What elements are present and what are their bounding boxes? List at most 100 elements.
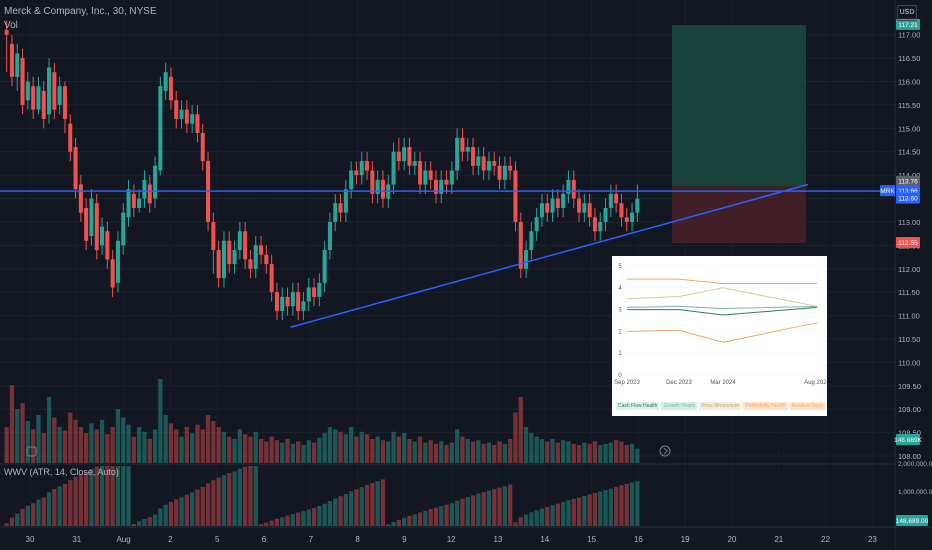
wwv-bar [301, 511, 306, 526]
price-axis[interactable]: 117.00 116.50 116.00 115.50 115.00 114.50 114.… [898, 31, 921, 461]
volume-bar [4, 427, 9, 463]
wwv-bar [439, 506, 444, 526]
volume-bar [264, 441, 269, 463]
currency-badge[interactable]: USD [897, 5, 917, 21]
wwv-bar [306, 509, 311, 526]
candle-body [47, 67, 52, 115]
time-axis[interactable]: 30 31 Aug 2 5 6 7 8 9 12 13 14 15 16 19 20 21 22 23 [26, 535, 878, 544]
wwv-bar [68, 480, 73, 526]
wwv-bar [227, 473, 232, 526]
candle-body [354, 170, 359, 176]
chart-title[interactable]: Merck & Company, Inc., 30, NYSE [4, 6, 157, 17]
volume-bar [94, 429, 99, 463]
volume-bar [195, 424, 200, 463]
wwv-bar [417, 512, 423, 526]
volume-bar [78, 427, 83, 463]
wwv-bar [89, 468, 94, 526]
wwv-bar [433, 507, 439, 526]
volume-bar [476, 440, 481, 463]
wwv-bar [52, 489, 57, 526]
inset-x-tick: Mar 2024 [710, 380, 736, 386]
price-tick-label: 108.00 [898, 452, 921, 461]
indicator-label[interactable]: WWV (ATR, 14, Close, Auto) [4, 467, 119, 477]
wwv-bar [391, 522, 396, 526]
candle-body [190, 114, 195, 124]
wwv-bar [84, 471, 89, 526]
volume-bar [99, 419, 105, 463]
volume-bar [243, 434, 248, 463]
volume-bar [205, 415, 211, 463]
volume-label[interactable]: Vol [4, 20, 18, 31]
candle-body [471, 147, 476, 166]
candle-body [137, 198, 142, 208]
candle-body [465, 147, 470, 152]
volume-bar [311, 442, 317, 463]
wwv-bar [555, 503, 560, 526]
volume-bar [391, 431, 396, 463]
volume-bar [290, 443, 295, 463]
wwv-bar [603, 490, 608, 526]
candle-body [312, 287, 317, 297]
volume-bar [121, 417, 126, 463]
candle-body [168, 76, 173, 101]
candle-body [184, 109, 189, 124]
volume-bar [280, 442, 285, 463]
wwv-bar [407, 516, 412, 526]
indicator-badge [896, 515, 928, 526]
wwv-bar [99, 466, 105, 526]
wwv-bar [412, 514, 417, 526]
time-tick-label: 14 [540, 535, 549, 544]
wwv-bar [333, 498, 338, 526]
candle-body [349, 170, 354, 190]
wwv-bar [274, 518, 280, 526]
price-badge [896, 237, 920, 249]
inset-y-tick: 5 [618, 264, 622, 270]
candle-body [455, 137, 460, 171]
volume-bar [518, 397, 523, 463]
volume-bar [444, 445, 449, 463]
candle-body [15, 53, 20, 77]
price-tick-label: 111.50 [898, 288, 920, 297]
candle-body [36, 86, 41, 110]
volume-bar [285, 439, 290, 463]
health-chart-inset: 0 1 2 3 4 5 Sep 2023 Dec 2023 Mar 2024 Aug 2024 C… [612, 256, 831, 416]
inset-y-tick: 0 [618, 373, 622, 379]
inset-series-line [626, 287, 818, 307]
wwv-bar [253, 466, 258, 526]
candle-body [274, 292, 279, 311]
volume-bar [481, 443, 486, 463]
volume-bar [15, 409, 20, 463]
drawing-lines[interactable] [0, 183, 895, 328]
candle-body [131, 193, 136, 208]
candle-body [126, 189, 131, 218]
time-tick-label: 31 [72, 535, 81, 544]
candle-body [280, 296, 285, 311]
wwv-bar [9, 517, 15, 526]
volume-bar [152, 429, 158, 463]
wwv-bar [31, 503, 36, 526]
candle-body [380, 179, 385, 199]
candle-body [163, 72, 168, 91]
candle-body [630, 212, 635, 222]
candle-body [248, 259, 253, 269]
candle-body [555, 198, 560, 208]
volume-bar [68, 412, 73, 463]
indicator-tick-label: 2,000,000.00 [898, 461, 932, 468]
wwv-bar [364, 484, 370, 526]
wwv-bar [508, 484, 513, 526]
volume-bar [513, 412, 518, 463]
candle-body [232, 250, 237, 265]
candle-body [571, 179, 576, 199]
wwv-bar [285, 515, 290, 526]
price-badge [896, 175, 920, 187]
volume-bar [402, 433, 407, 463]
earnings-icon[interactable] [26, 446, 37, 457]
time-tick-label: 6 [262, 535, 267, 544]
volume-bar [306, 440, 311, 463]
candle-body [110, 259, 115, 288]
replay-icon[interactable] [659, 445, 671, 457]
wwv-bar [396, 520, 401, 526]
candle-body [105, 231, 110, 260]
volume-bar [539, 439, 545, 463]
